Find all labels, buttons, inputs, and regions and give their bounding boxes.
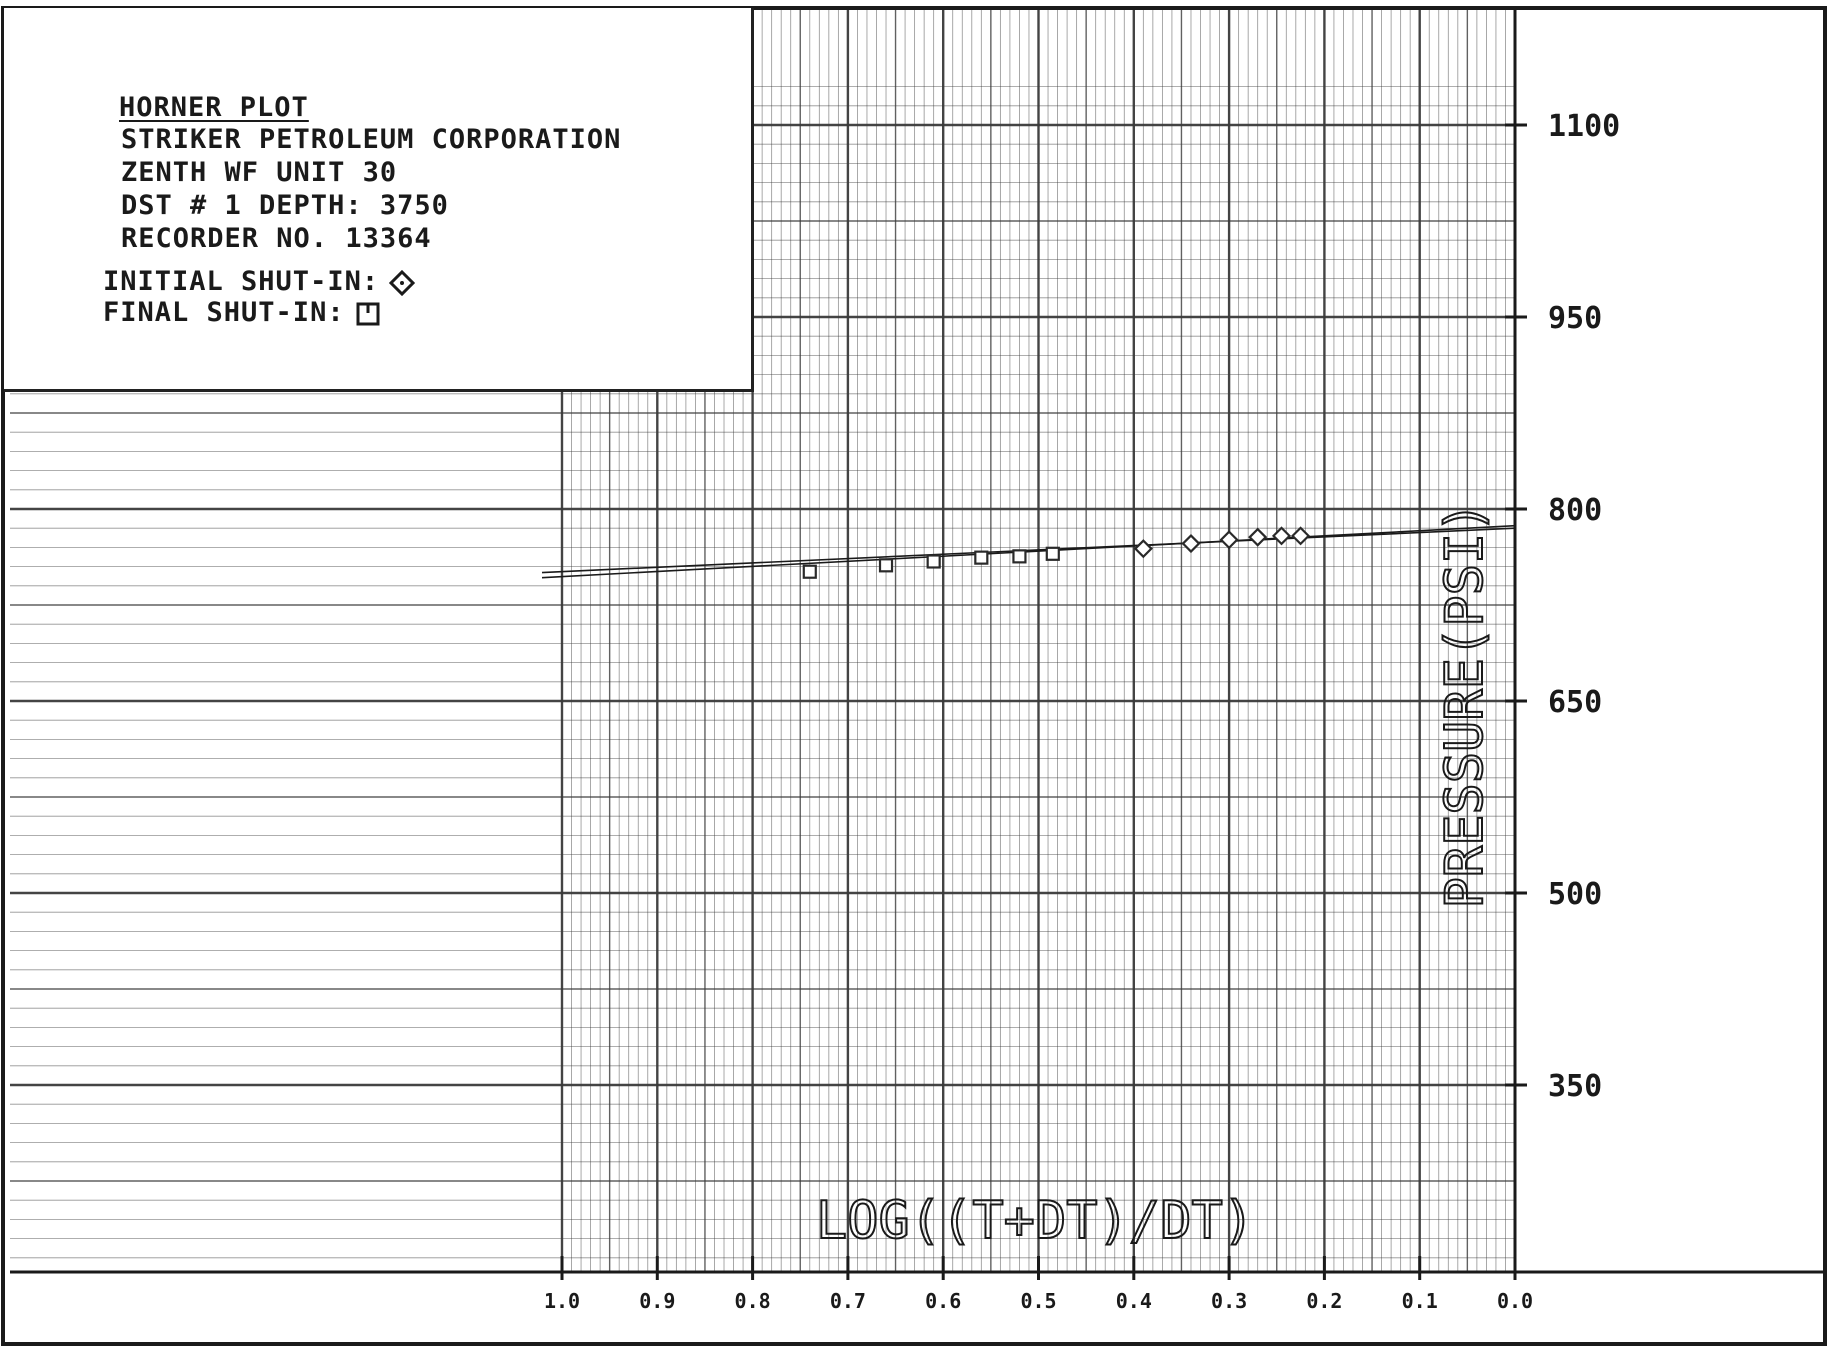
x-tick-label: 0.1: [1402, 1289, 1438, 1313]
diamond-point: [1248, 527, 1268, 547]
x-tick-label: 0.0: [1497, 1289, 1533, 1313]
square-point: [1045, 546, 1060, 561]
x-tick-label: 0.6: [925, 1289, 961, 1313]
y-axis-label: PRESSURE(PSI): [1435, 502, 1495, 909]
square-marker-icon: [355, 300, 381, 328]
legend-box: HORNER PLOT STRIKER PETROLEUM CORPORATIO…: [4, 8, 754, 392]
y-tick-label: 350: [1548, 1069, 1602, 1104]
legend-initial: INITIAL SHUT-IN:: [103, 266, 416, 297]
x-tick-label: 0.3: [1211, 1289, 1247, 1313]
x-tick-label: 0.7: [830, 1289, 866, 1313]
diamond-point: [1291, 526, 1311, 546]
square-point: [926, 554, 941, 569]
diamond-point: [1133, 539, 1153, 559]
bottom-margin: [0, 1272, 1830, 1347]
x-tick-label: 0.8: [735, 1289, 771, 1313]
x-axis-label: LOG((T+DT)/DT): [816, 1191, 1254, 1251]
chart-title: HORNER PLOT: [119, 92, 309, 123]
y-tick-label: 800: [1548, 493, 1602, 528]
square-point: [878, 558, 894, 573]
unit-name: ZENTH WF UNIT 30: [121, 157, 398, 188]
diamond-marker-icon: [389, 269, 416, 296]
x-tick-label: 0.4: [1116, 1289, 1152, 1313]
company-name: STRIKER PETROLEUM CORPORATION: [121, 124, 622, 155]
outer-frame: [1, 6, 1827, 1346]
square-point: [974, 550, 989, 565]
legend-final-label: FINAL SHUT-IN:: [103, 297, 345, 328]
right-margin: [1515, 0, 1830, 1347]
diamond-point: [1271, 526, 1292, 546]
legend-initial-label: INITIAL SHUT-IN:: [103, 266, 380, 297]
axis-labels: 1.0 0.9 0.8 0.7 0.6 0.5 0.4 0.3 0.2 0.1 0.0 350 500 6…: [544, 109, 1620, 1313]
x-tick-label: 1.0: [544, 1289, 580, 1313]
diamond-point: [1219, 530, 1239, 550]
square-point: [1012, 549, 1027, 564]
y-tick-label: 650: [1548, 685, 1602, 720]
data-markers: [802, 526, 1311, 579]
y-tick-label: 500: [1548, 877, 1602, 912]
y-tick-label: 1100: [1548, 109, 1620, 144]
legend-final: FINAL SHUT-IN:: [103, 297, 381, 328]
square-point: [802, 564, 817, 579]
dst-depth: DST # 1 DEPTH: 3750: [121, 190, 449, 221]
y-tick-label: 950: [1548, 301, 1602, 336]
x-tick-label: 0.9: [639, 1289, 675, 1313]
recorder-number: RECORDER NO. 13364: [121, 223, 432, 254]
regression-line: [541, 527, 1516, 574]
regression-line: [541, 524, 1516, 579]
fit-lines: [541, 524, 1516, 579]
x-tick-label: 0.5: [1020, 1289, 1056, 1313]
diamond-point: [1181, 534, 1201, 554]
grid: [10, 10, 1517, 1272]
x-tick-label: 0.2: [1306, 1289, 1342, 1313]
